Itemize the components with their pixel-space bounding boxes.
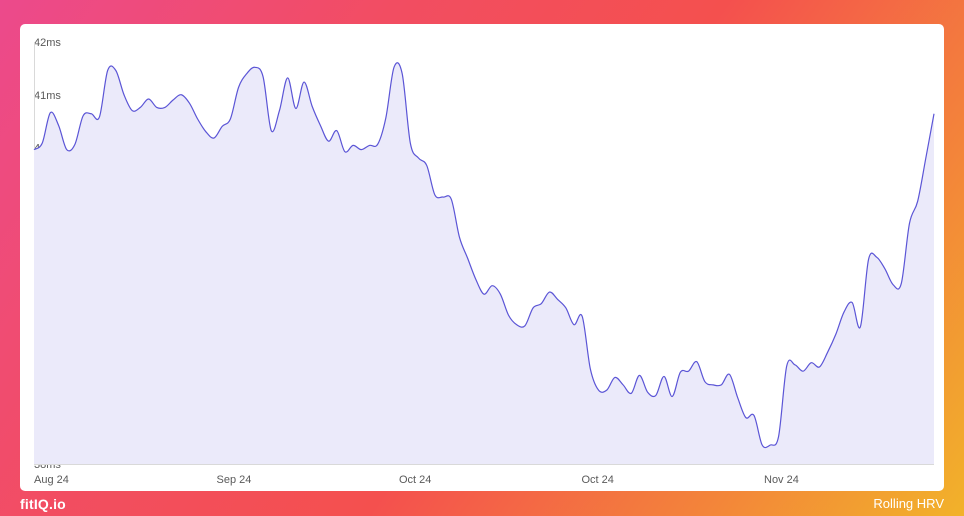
- x-tick-label: Nov 24: [764, 474, 799, 486]
- x-tick-label: Oct 24: [582, 474, 614, 486]
- x-tick-label: Aug 24: [34, 474, 69, 486]
- hrv-line: [33, 62, 935, 449]
- chart-card: 42ms41ms41ms40ms40ms39ms39ms38ms38ms Aug…: [20, 24, 944, 491]
- hrv-area: [34, 62, 934, 464]
- x-axis-ticks: Aug 24 Sep 24 Oct 24 Oct 24 Nov 24: [34, 474, 799, 486]
- x-tick-label: Sep 24: [217, 474, 252, 486]
- y-tick-label: 42ms: [34, 37, 61, 49]
- brand-logo-text: fitIQ.io: [20, 496, 66, 512]
- x-tick-label: Oct 24: [399, 474, 431, 486]
- hrv-chart: 42ms41ms41ms40ms40ms39ms39ms38ms38ms Aug…: [33, 37, 935, 486]
- y-tick-label: 41ms: [34, 90, 61, 102]
- chart-caption: Rolling HRV: [873, 496, 944, 511]
